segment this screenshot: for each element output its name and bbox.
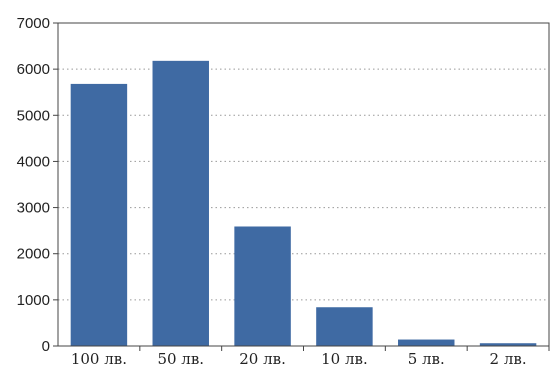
x-tick-label: 100 лв. xyxy=(71,350,127,368)
x-tick-label: 20 лв. xyxy=(239,350,286,368)
bar xyxy=(398,339,455,346)
x-tick-label: 10 лв. xyxy=(321,350,368,368)
y-tick-label: 6000 xyxy=(17,61,50,78)
gridlines xyxy=(58,68,549,301)
bar xyxy=(152,60,209,346)
axes xyxy=(53,22,550,351)
x-tick-label: 2 лв. xyxy=(490,350,527,368)
x-tick-label: 5 лв. xyxy=(408,350,445,368)
bar xyxy=(316,307,373,346)
y-tick-label: 1000 xyxy=(17,292,50,309)
bars xyxy=(70,60,537,346)
bar xyxy=(234,226,291,346)
x-tick-labels: 100 лв. 50 лв. 20 лв. 10 лв. 5 лв. 2 лв. xyxy=(71,350,527,368)
y-tick-label: 5000 xyxy=(17,107,50,124)
x-tick-label: 50 лв. xyxy=(157,350,204,368)
bar xyxy=(479,343,537,346)
y-tick-label: 7000 xyxy=(17,15,50,32)
plot-frame xyxy=(57,22,550,347)
bar xyxy=(70,83,128,346)
y-tick-label: 4000 xyxy=(17,153,50,170)
y-tick-label: 2000 xyxy=(17,246,50,263)
y-tick-labels: 0 1000 2000 3000 4000 5000 6000 7000 xyxy=(17,15,50,355)
y-tick-label: 3000 xyxy=(17,200,50,217)
y-tick-label: 0 xyxy=(42,338,50,355)
